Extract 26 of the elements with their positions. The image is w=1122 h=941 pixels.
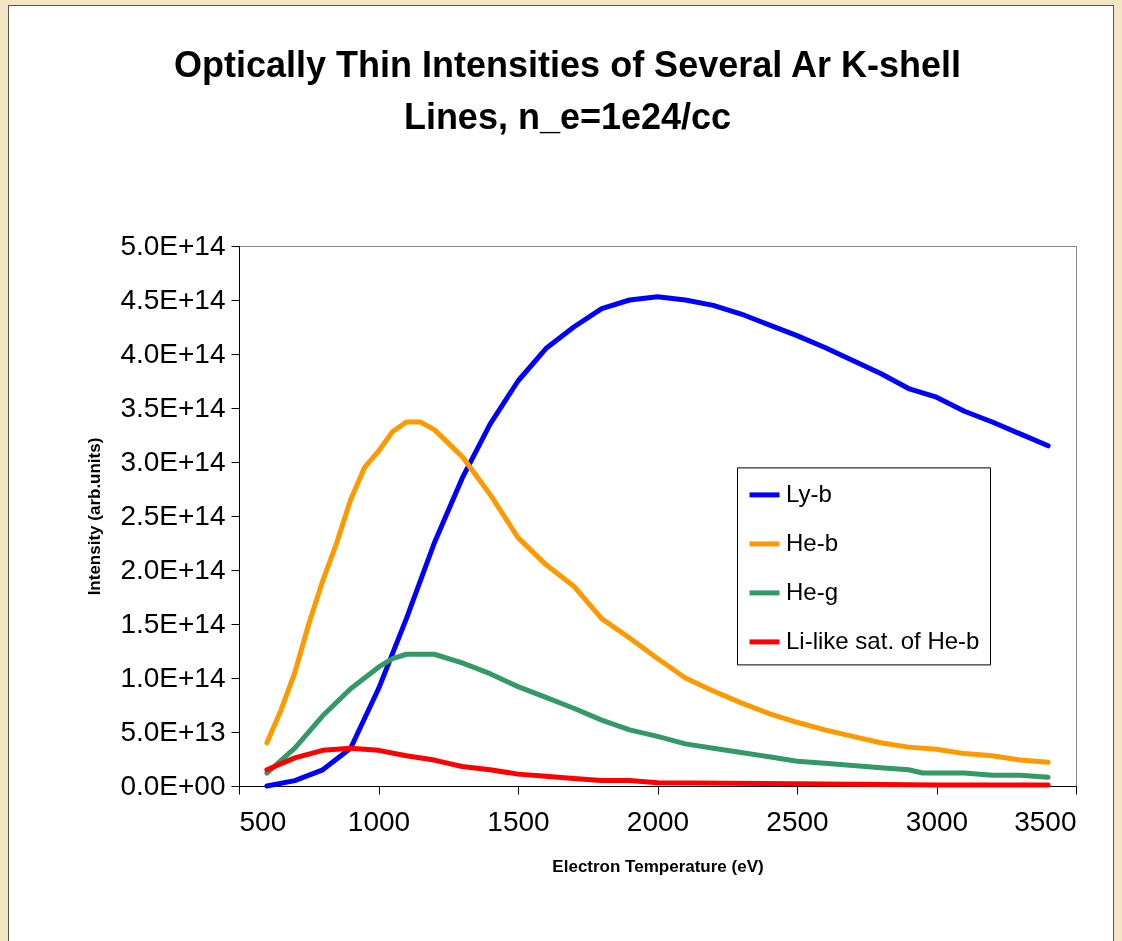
y-tick-label: 0.0E+00 xyxy=(120,769,226,801)
y-tick-label: 2.0E+14 xyxy=(120,553,226,585)
x-tick-label: 500 xyxy=(239,805,287,837)
y-tick-label: 3.0E+14 xyxy=(120,445,226,477)
y-tick-label: 3.5E+14 xyxy=(120,391,226,423)
x-tick-label: 2500 xyxy=(766,805,829,837)
y-tick-label: 1.0E+14 xyxy=(120,661,226,693)
x-tick-label: 2000 xyxy=(626,805,690,837)
legend-label: Ly-b xyxy=(786,479,832,507)
legend-label: He-g xyxy=(786,577,839,605)
legend-label: He-b xyxy=(786,528,839,556)
y-tick-label: 5.0E+14 xyxy=(120,229,226,261)
y-tick-label: 4.5E+14 xyxy=(120,283,226,315)
y-tick-label: 1.5E+14 xyxy=(120,607,226,639)
text: Optically Thin Intensities of Several Ar K-shell xyxy=(174,44,961,85)
text: Lines, n_e=1e24/cc xyxy=(403,96,732,137)
x-tick-label: 3000 xyxy=(905,805,969,837)
x-axis-title: Electron Temperature (eV) xyxy=(552,856,764,876)
x-tick-label: 3500 xyxy=(1014,805,1077,837)
y-axis-title: Intensity (arb.units) xyxy=(85,437,105,596)
y-tick-label: 5.0E+13 xyxy=(120,715,226,747)
x-tick-label: 1000 xyxy=(347,805,411,837)
x-tick-label: 1500 xyxy=(487,805,550,837)
legend-label: Li-like sat. of He-b xyxy=(786,626,980,654)
y-tick-label: 4.0E+14 xyxy=(120,337,226,369)
y-tick-label: 2.5E+14 xyxy=(120,499,226,531)
